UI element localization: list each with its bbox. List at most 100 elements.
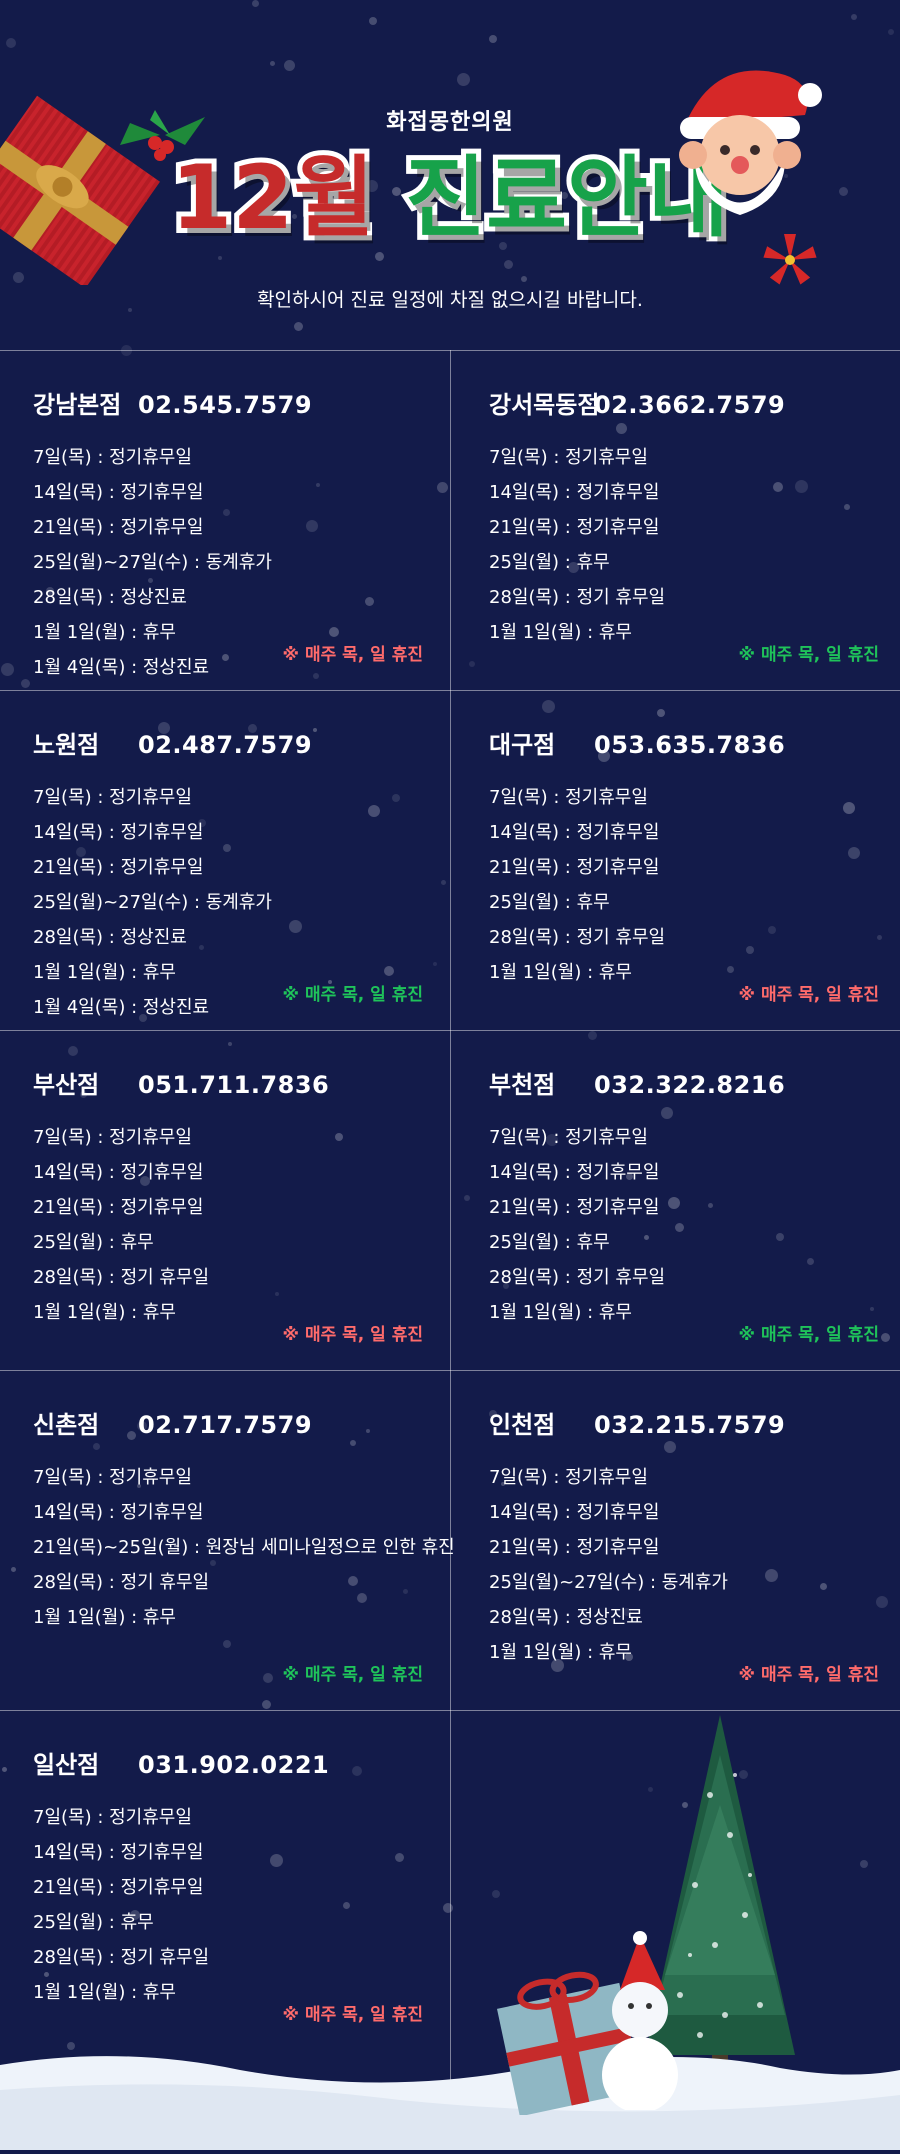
- closed-days-note: ※ 매주 목, 일 휴진: [282, 645, 424, 665]
- schedule-list: 7일(목) : 정기휴무일 14일(목) : 정기휴무일 21일(목) : 정기휴무…: [489, 1460, 728, 1670]
- snowflake: [248, 724, 257, 733]
- closed-days-note: ※ 매주 목, 일 휴진: [282, 1325, 424, 1345]
- snowflake: [616, 423, 627, 434]
- snowflake: [851, 14, 857, 20]
- snowflake: [623, 1608, 631, 1616]
- schedule-item: 28일(목) : 정기 휴무일: [33, 1572, 210, 1593]
- schedule-item: 28일(목) : 정기 휴무일: [489, 1267, 666, 1288]
- snowflake: [644, 1235, 649, 1240]
- schedule-item: 21일(목) : 정기휴무일: [489, 1197, 660, 1218]
- schedule-item: 28일(목) : 정기 휴무일: [33, 1947, 210, 1968]
- schedule-item: 25일(월) : 휴무: [33, 1912, 154, 1933]
- schedule-item: 14일(목) : 정기휴무일: [489, 822, 660, 843]
- schedule-item: 1월 4일(목) : 정상진료: [33, 657, 210, 678]
- schedule-item: 14일(목) : 정기휴무일: [33, 1842, 204, 1863]
- schedule-item: 1월 1일(월) : 휴무: [489, 1642, 632, 1663]
- branch-name: 대구점: [489, 731, 556, 759]
- snowflake: [284, 60, 295, 71]
- snowflake: [139, 1014, 147, 1022]
- snowflake: [746, 946, 754, 954]
- snowflake: [228, 1042, 232, 1046]
- snowflake: [708, 1203, 713, 1208]
- schedule-list: 7일(목) : 정기휴무일 14일(목) : 정기휴무일 21일(목) : 정기휴무…: [33, 1120, 209, 1330]
- christmas-tree-icon: [645, 1715, 795, 2085]
- snowflake: [137, 1421, 147, 1431]
- snowflake: [121, 345, 132, 356]
- closed-days-note: ※ 매주 목, 일 휴진: [738, 985, 880, 1005]
- schedule-item: 14일(목) : 정기휴무일: [33, 482, 204, 503]
- snowflake: [158, 722, 170, 734]
- snowflake: [773, 482, 783, 492]
- snowflake: [504, 260, 513, 269]
- snowflake: [625, 1653, 633, 1661]
- schedule-item: 28일(목) : 정기 휴무일: [33, 1267, 210, 1288]
- schedule-list: 7일(목) : 정기휴무일 14일(목) : 정기휴무일 21일(목) : 정기휴무…: [33, 1800, 209, 2010]
- branch-card: 신촌점 02.717.7579 7일(목) : 정기휴무일 14일(목) : 정기휴무…: [33, 1405, 455, 1705]
- branch-name: 일산점: [33, 1751, 100, 1779]
- schedule-item: 21일(목) : 정기휴무일: [33, 517, 204, 538]
- snowflake: [492, 1890, 500, 1898]
- snowflake: [661, 1107, 673, 1119]
- snowflake: [93, 1443, 100, 1450]
- snowflake: [313, 673, 319, 679]
- branch-header: 신촌점 02.717.7579: [33, 1405, 312, 1440]
- snowflake: [870, 1307, 874, 1311]
- snowflake: [786, 988, 792, 994]
- schedule-item: 25일(월)~27일(수) : 동계휴가: [33, 892, 272, 913]
- schedule-item: 1월 1일(월) : 휴무: [33, 622, 176, 643]
- branch-phone: 032.215.7579: [594, 1411, 786, 1439]
- snowflake: [768, 926, 776, 934]
- schedule-item: 1월 1일(월) : 휴무: [489, 622, 632, 643]
- holly-decoration-icon: [120, 110, 205, 161]
- closed-days-note: ※ 매주 목, 일 휴진: [282, 2005, 424, 2025]
- branch-card: 노원점 02.487.7579 7일(목) : 정기휴무일 14일(목) : 정기휴무…: [33, 725, 423, 1025]
- schedule-item: 1월 1일(월) : 휴무: [489, 962, 632, 983]
- snowflake: [365, 597, 374, 606]
- closed-days-note: ※ 매주 목, 일 휴진: [738, 1665, 880, 1685]
- snowflake: [1, 663, 14, 676]
- branch-header: 노원점 02.487.7579: [33, 725, 312, 760]
- snowflake: [598, 750, 610, 762]
- schedule-list: 7일(목) : 정기휴무일 14일(목) : 정기휴무일 21일(목) : 정기휴무…: [489, 780, 665, 990]
- page-title: 12월 진료안내: [0, 143, 900, 253]
- branch-phone: 031.902.0221: [138, 1751, 330, 1779]
- poinsettia-icon: [763, 234, 817, 285]
- branch-card: 강서목동점02.3662.7579 7일(목) : 정기휴무일 14일(목) : 정…: [489, 385, 879, 685]
- header: 화접몽한의원 12월 진료안내 확인하시어 진료 일정에 차질 없으시길 바랍니…: [0, 0, 900, 350]
- branch-card: 강남본점 02.545.7579 7일(목) : 정기휴무일 14일(목) : 정기휴…: [33, 385, 423, 685]
- schedule-item: 28일(목) : 정상진료: [33, 927, 187, 948]
- snowflake: [499, 242, 507, 250]
- grid-divider: [0, 1370, 900, 1371]
- title-text: 진료안내: [400, 143, 734, 253]
- snowflake: [503, 1283, 509, 1289]
- branch-header: 대구점 053.635.7836: [489, 725, 785, 760]
- schedule-item: 25일(월) : 휴무: [489, 892, 610, 913]
- snowflake: [223, 1640, 231, 1648]
- snowflake: [464, 1195, 470, 1201]
- santa-icon: [679, 70, 822, 215]
- schedule-item: 14일(목) : 정기휴무일: [489, 482, 660, 503]
- branch-header: 부산점 051.711.7836: [33, 1065, 329, 1100]
- snowflake: [369, 17, 377, 25]
- snowflake: [262, 1700, 271, 1709]
- schedule-list: 7일(목) : 정기휴무일 14일(목) : 정기휴무일 21일(목) : 정기휴무…: [489, 1120, 665, 1330]
- schedule-item: 7일(목) : 정기휴무일: [33, 1807, 192, 1828]
- snowflake: [585, 488, 590, 493]
- snowflake: [848, 847, 860, 859]
- snowflake: [306, 520, 318, 532]
- branch-phone: 053.635.7836: [594, 731, 786, 759]
- branch-header: 인천점 032.215.7579: [489, 1405, 785, 1440]
- schedule-item: 1월 1일(월) : 휴무: [33, 1302, 176, 1323]
- branch-phone: 02.3662.7579: [594, 391, 786, 419]
- schedule-item: 7일(목) : 정기휴무일: [489, 447, 648, 468]
- snowflake: [668, 1197, 680, 1209]
- subtitle: 확인하시어 진료 일정에 차질 없으시길 바랍니다.: [257, 289, 643, 311]
- snowflake: [568, 562, 579, 573]
- snowflake: [67, 2042, 75, 2050]
- branch-name: 신촌점: [33, 1411, 100, 1439]
- branch-header: 일산점 031.902.0221: [33, 1745, 329, 1780]
- branch-header: 부천점 032.322.8216: [489, 1065, 785, 1100]
- snowflake: [44, 1972, 49, 1977]
- snowflake: [68, 1046, 78, 1056]
- snowflake: [648, 1787, 653, 1792]
